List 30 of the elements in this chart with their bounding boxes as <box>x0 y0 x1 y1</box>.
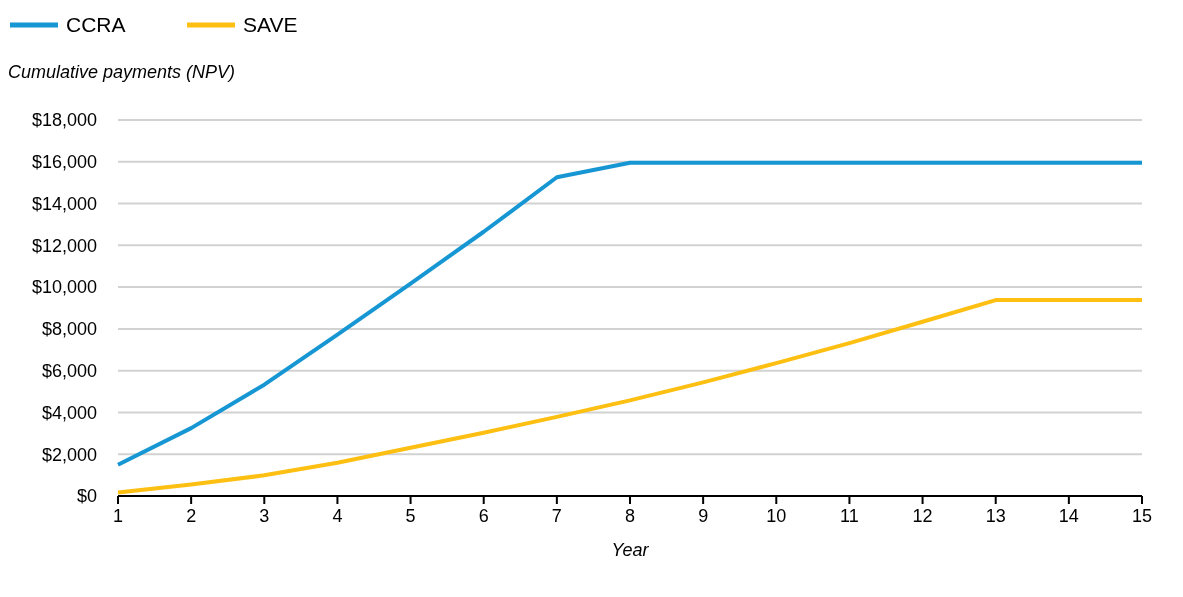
y-tick-label: $8,000 <box>41 319 97 340</box>
x-tick-label: 12 <box>912 506 933 526</box>
y-tick-label: $18,000 <box>31 110 97 131</box>
x-tick-label: 5 <box>405 506 416 526</box>
legend-label: SAVE <box>243 13 298 37</box>
legend-label: CCRA <box>66 13 126 37</box>
x-tick-label: 3 <box>259 506 270 526</box>
y-tick-label: $2,000 <box>41 444 97 465</box>
x-tick-label: 4 <box>332 506 343 526</box>
x-tick-label: 15 <box>1131 506 1153 526</box>
y-tick-label: $0 <box>76 486 97 507</box>
x-tick-label: 14 <box>1058 506 1079 526</box>
x-axis-title: Year <box>611 540 650 560</box>
x-tick-label: 6 <box>478 506 489 526</box>
y-tick-label: $4,000 <box>41 402 97 423</box>
line-series <box>116 160 1144 467</box>
x-tick-label: 9 <box>698 506 709 526</box>
y-axis-title: Cumulative payments (NPV) <box>8 62 236 82</box>
x-tick-label: 1 <box>112 506 124 526</box>
y-tick-label: $10,000 <box>31 277 97 298</box>
y-tick-label: $16,000 <box>31 152 97 173</box>
x-tick-label: 2 <box>186 506 197 526</box>
x-tick-label: 10 <box>766 506 787 526</box>
x-tick-label: 13 <box>985 506 1006 526</box>
y-tick-label: $6,000 <box>41 360 97 381</box>
x-tick-label: 11 <box>840 506 859 526</box>
x-tick-label: 7 <box>551 506 562 526</box>
x-tick-label: 8 <box>624 506 636 526</box>
y-tick-label: $14,000 <box>31 193 97 214</box>
y-tick-label: $12,000 <box>31 235 97 256</box>
